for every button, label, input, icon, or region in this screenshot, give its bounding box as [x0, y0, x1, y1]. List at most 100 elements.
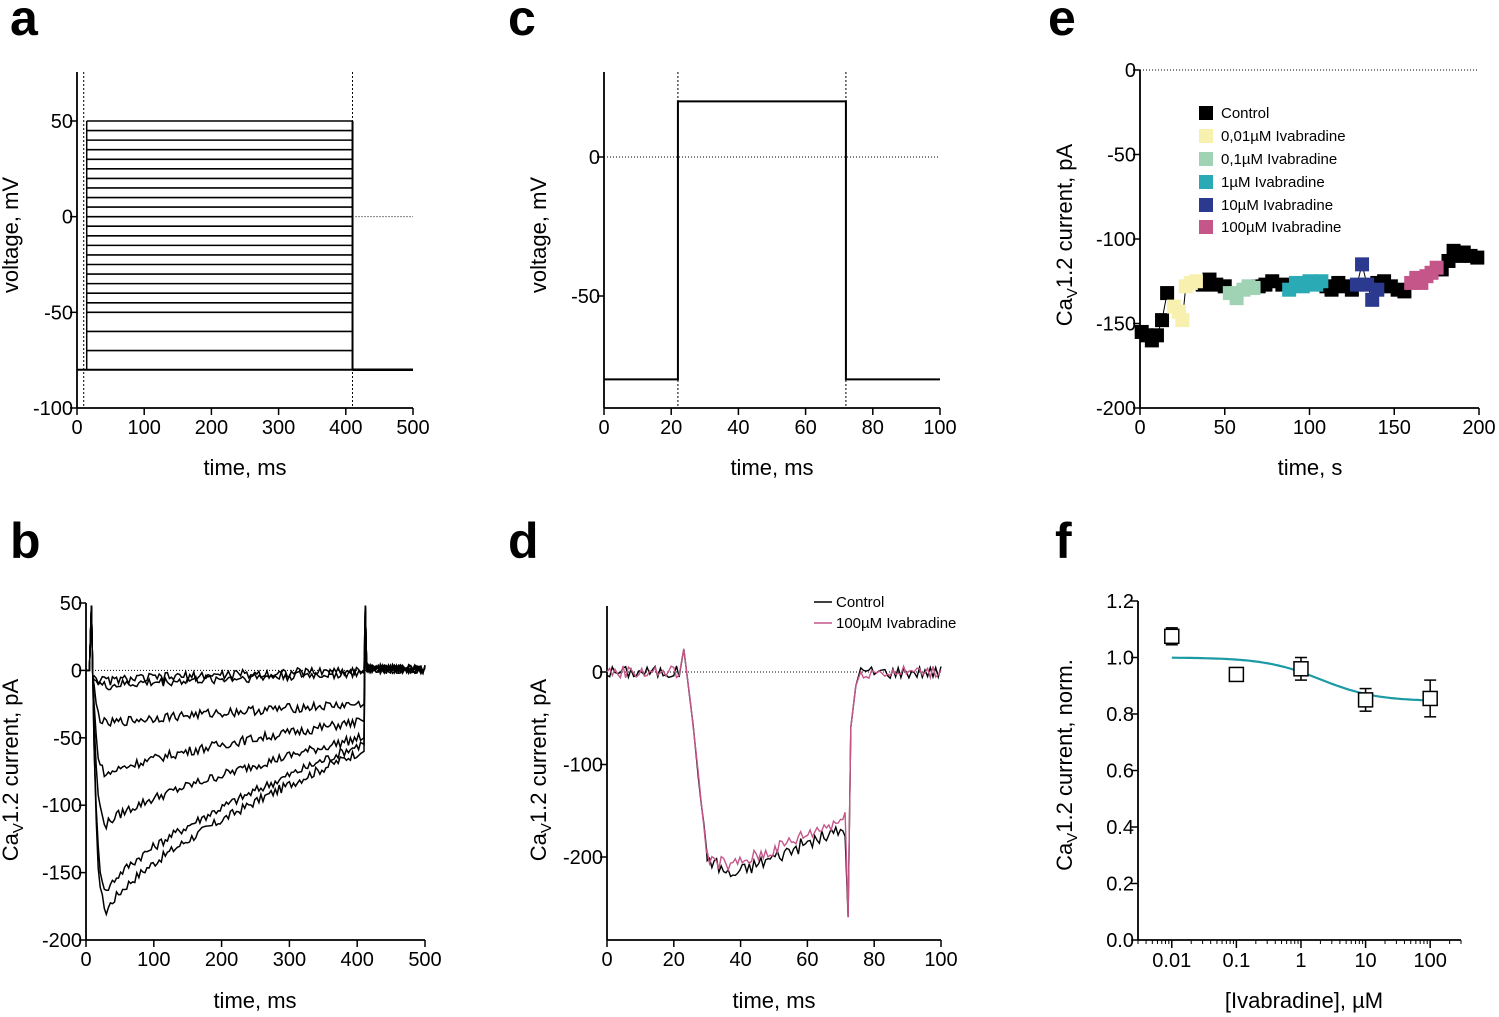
- legend-e-swatch-1: [1199, 129, 1213, 143]
- panel-d-xtick-label-1: 20: [663, 949, 685, 971]
- panel-e-ytick-label-1: -150: [1096, 314, 1136, 336]
- panel-b-trace-2: [86, 605, 426, 831]
- panel-e-chart: 0 50 100 150 200 -200 -150 -100 -50 0 time, s CaV…: [1052, 60, 1496, 480]
- panel-c-chart: 0 20 40 60 80 100 -50 0 time, ms voltage, mV: [526, 72, 957, 480]
- panel-a-chart: 0 100 200 300 400 500 -100 -50 0 50 time, ms volt…: [0, 72, 430, 480]
- panel-e-point-0-3: [1149, 328, 1164, 343]
- panel-f-chart: 0.01 0.1 1 10 100 0.0 0.2 0.4 0.6 0.8 1.0 1.2 [Ivab…: [1052, 591, 1462, 1013]
- legend-e-label-2: 0,1µM Ivabradine: [1221, 151, 1337, 168]
- panel-b-ytick-label-1: -150: [42, 863, 82, 885]
- panel-e-point-1-5: [1188, 274, 1203, 289]
- panel-f-ytick-label-0: 0.0: [1106, 930, 1134, 952]
- panel-d-ytick-label-2: 0: [592, 662, 603, 684]
- panel-b-chart: 0 100 200 300 400 500 -200 -150 -100 -50 0 50 time,…: [0, 593, 442, 1013]
- panel-d-ytick-label-1: -100: [563, 755, 603, 777]
- panel-c-ytick-label-0: -50: [571, 286, 600, 308]
- panel-e-xtick-label-0: 0: [1134, 417, 1145, 439]
- panel-e-ytick-label-0: -200: [1096, 398, 1136, 420]
- panel-b-trace-3: [86, 605, 426, 778]
- panel-b-trace-5: [86, 605, 426, 691]
- panel-label-e: e: [1048, 0, 1076, 46]
- panel-d-ytick-label-0: -200: [563, 847, 603, 869]
- panel-e-xtick-label-4: 200: [1462, 417, 1495, 439]
- legend-e-label-4: 10µM Ivabradine: [1221, 197, 1333, 214]
- panel-b-ytick-label-4: 0: [71, 660, 82, 682]
- legend-e-swatch-4: [1199, 198, 1213, 212]
- panel-b-ytick-label-0: -200: [42, 930, 82, 952]
- panel-f-ytick-label-3: 0.6: [1106, 761, 1134, 783]
- panel-a-xlabel: time, ms: [203, 455, 286, 480]
- panel-a-xtick-label-1: 100: [128, 417, 161, 439]
- legend-d-control-label: Control: [836, 594, 884, 611]
- panel-c-xtick-label-5: 100: [923, 417, 956, 439]
- panel-e-xtick-label-3: 150: [1378, 417, 1411, 439]
- panel-f-xlabel: [Ivabradine], µM: [1225, 988, 1383, 1013]
- panel-c-xtick-label-1: 20: [660, 417, 682, 439]
- panel-f-point-3: [1357, 692, 1374, 708]
- panel-e-xlabel: time, s: [1278, 455, 1343, 480]
- panel-e-ylabel: CaV1.2 current, pA: [1052, 143, 1081, 326]
- panel-b-ytick-label-2: -100: [42, 795, 82, 817]
- panel-b-xtick-label-2: 200: [205, 949, 238, 971]
- panel-d-ylabel: CaV1.2 current, pA: [526, 678, 555, 861]
- panel-b-ytick-label-3: -50: [53, 728, 82, 750]
- panel-f-point-2: [1293, 661, 1309, 677]
- panel-e-legend: Control 0,01µM Ivabradine 0,1µM Ivabradi…: [1199, 105, 1346, 236]
- panel-b-ylabel: CaV1.2 current, pA: [0, 678, 27, 861]
- panel-c-ytick-label-1: 0: [589, 147, 600, 169]
- panel-f-ytick-label-2: 0.4: [1106, 817, 1134, 839]
- legend-e-label-5: 100µM Ivabradine: [1221, 219, 1341, 236]
- panel-d-trace-1: [606, 648, 942, 918]
- panel-a-xtick-label-3: 300: [262, 417, 295, 439]
- panel-b-trace-6: [86, 605, 426, 686]
- panel-e-point-3-5: [1314, 274, 1329, 289]
- panel-a-ytick-label-0: -100: [33, 398, 73, 420]
- panel-e-point-4-1: [1355, 257, 1370, 272]
- panel-c-xtick-label-3: 60: [794, 417, 816, 439]
- panel-e-point-1-2: [1175, 313, 1190, 328]
- panel-e-ytick-label-2: -100: [1096, 229, 1136, 251]
- panel-label-b: b: [10, 513, 41, 569]
- panel-e-xtick-label-1: 50: [1214, 417, 1236, 439]
- panel-f-xtick-label-0: 0.01: [1152, 950, 1191, 972]
- panel-b-xlabel: time, ms: [213, 988, 296, 1013]
- legend-e-swatch-2: [1199, 152, 1213, 166]
- panel-a-ytick-label-1: -50: [44, 302, 73, 324]
- legend-d-ivabradine-label: 100µM Ivabradine: [836, 615, 956, 632]
- panel-c-xlabel: time, ms: [730, 455, 813, 480]
- panel-b-xtick-label-4: 400: [341, 949, 374, 971]
- panel-b-ytick-label-5: 50: [60, 593, 82, 615]
- panel-f-ytick-label-4: 0.8: [1106, 704, 1134, 726]
- panel-e-ytick-label-3: -50: [1107, 145, 1136, 167]
- panel-c-xtick-label-4: 80: [862, 417, 884, 439]
- panel-e-point-2-4: [1246, 281, 1261, 296]
- panel-e-point-4-4: [1370, 282, 1385, 297]
- panel-c-ylabel: voltage, mV: [526, 177, 551, 293]
- panel-d-xtick-label-4: 80: [863, 949, 885, 971]
- panel-e-point-0-4: [1155, 313, 1170, 328]
- panel-f-xtick-label-2: 1: [1295, 950, 1306, 972]
- panel-f-point-1: [1228, 666, 1245, 683]
- panel-f-point-4: [1422, 690, 1438, 707]
- panel-f-ylabel: CaV1.2 current, norm.: [1052, 659, 1081, 871]
- panel-a-xtick-label-0: 0: [71, 417, 82, 439]
- panel-e-point-0-5: [1160, 286, 1175, 301]
- panel-a-ylabel: voltage, mV: [0, 177, 23, 293]
- panel-d-xtick-label-3: 60: [796, 949, 818, 971]
- panel-b-xtick-label-5: 500: [408, 949, 441, 971]
- panel-a-xtick-label-4: 400: [329, 417, 362, 439]
- panel-e-xtick-label-2: 100: [1293, 417, 1326, 439]
- panel-e-ytick-label-4: 0: [1125, 60, 1136, 82]
- panel-d-chart: 0 20 40 60 80 100 -200 -100 0 time, ms CaV1.2 cu…: [526, 594, 958, 1013]
- panel-label-a: a: [10, 0, 39, 46]
- panel-c-xtick-label-0: 0: [598, 417, 609, 439]
- panel-d-xlabel: time, ms: [732, 988, 815, 1013]
- legend-e-swatch-3: [1199, 175, 1213, 189]
- panel-a-ytick-label-3: 50: [51, 111, 73, 133]
- legend-e-swatch-0: [1199, 106, 1213, 120]
- panel-label-c: c: [508, 0, 536, 46]
- panel-b-trace-1: [86, 605, 426, 892]
- panel-c-xtick-label-2: 40: [727, 417, 749, 439]
- panel-c-protocol: [604, 100, 940, 381]
